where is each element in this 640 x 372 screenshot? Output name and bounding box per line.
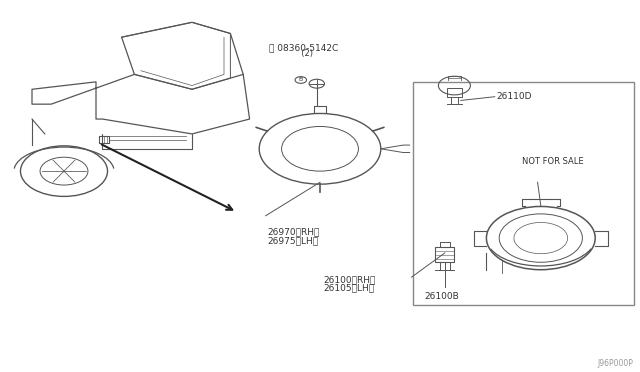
Text: 26970〈RH〉: 26970〈RH〉 xyxy=(268,227,320,236)
Text: (2): (2) xyxy=(296,49,312,58)
Text: NOT FOR SALE: NOT FOR SALE xyxy=(522,157,583,166)
Bar xyxy=(435,247,454,262)
Text: 26975〈LH〉: 26975〈LH〉 xyxy=(268,236,319,245)
Bar xyxy=(447,88,462,97)
Text: 26100B: 26100B xyxy=(424,292,459,301)
Text: J96P000P: J96P000P xyxy=(598,359,634,368)
Text: 26110D: 26110D xyxy=(496,92,531,101)
Text: 26100〈RH〉: 26100〈RH〉 xyxy=(323,275,376,284)
Text: B: B xyxy=(299,77,303,83)
Text: Ⓑ 08360-5142C: Ⓑ 08360-5142C xyxy=(269,43,339,52)
Text: 26105〈LH〉: 26105〈LH〉 xyxy=(323,283,374,292)
